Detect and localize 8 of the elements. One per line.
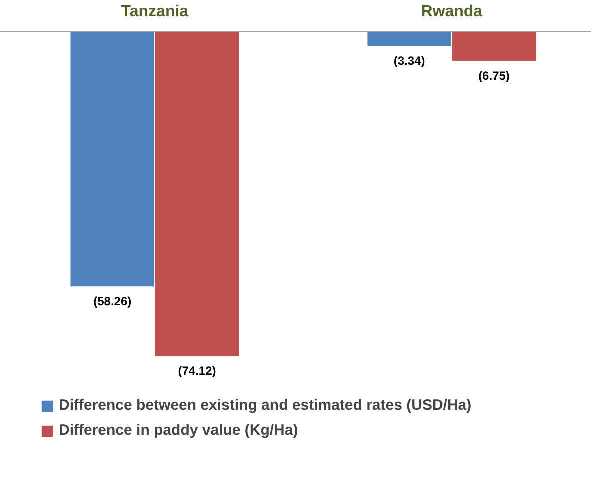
- data-label: (58.26): [94, 294, 132, 309]
- data-label: (6.75): [478, 69, 510, 84]
- x-tick-label: Tanzania: [121, 4, 189, 20]
- legend-label: Difference between existing and estimated rates (USD/Ha): [59, 397, 472, 414]
- data-label: (3.34): [394, 54, 426, 68]
- legend-label: Difference in paddy value (Kg/Ha): [59, 422, 298, 439]
- x-tick-label: Rwanda: [421, 4, 483, 20]
- data-label: (74.12): [178, 364, 216, 378]
